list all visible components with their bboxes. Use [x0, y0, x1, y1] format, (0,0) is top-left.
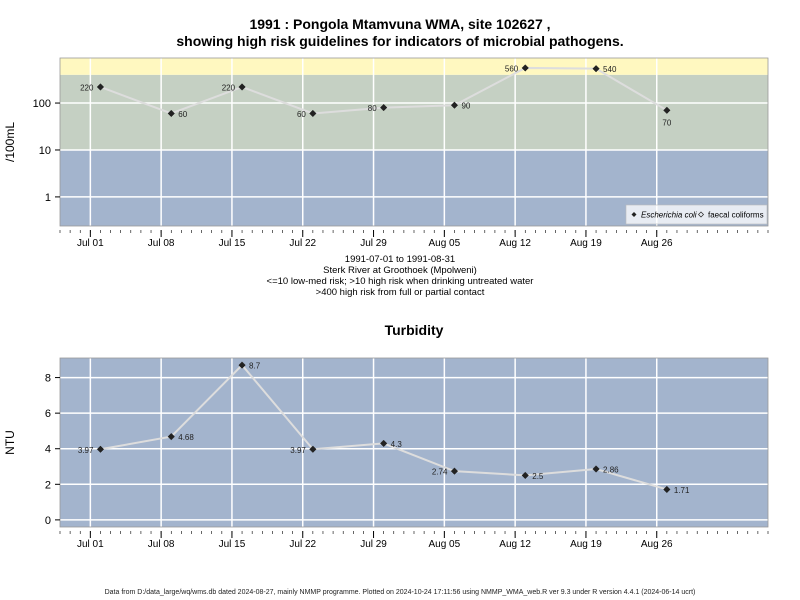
- x-tick-label: Aug 05: [428, 539, 460, 550]
- data-label: 3.97: [290, 446, 306, 455]
- data-point: [96, 445, 105, 453]
- y-tick-label: 2: [45, 479, 51, 491]
- x-tick-label: Jul 08: [148, 539, 175, 550]
- x-tick-label: Jul 08: [148, 238, 175, 249]
- data-label: 3.97: [78, 446, 94, 455]
- x-tick-label: Aug 19: [570, 238, 602, 249]
- y-axis-title: /100mL: [3, 122, 17, 162]
- x-tick-label: Aug 05: [428, 238, 460, 249]
- x-tick-label: Jul 15: [219, 238, 246, 249]
- data-label: 8.7: [249, 362, 261, 371]
- footer-note: Data from D:/data_large/wq/wms.db dated …: [104, 589, 696, 596]
- x-tick-label: Jul 01: [77, 238, 104, 249]
- data-label: 70: [662, 118, 671, 127]
- legend-box: [625, 204, 768, 225]
- data-point: [592, 465, 600, 473]
- data-point: [663, 106, 671, 114]
- data-label: 4.68: [178, 433, 194, 442]
- x-tick-label: Jul 22: [289, 238, 316, 249]
- data-label: 2.86: [603, 466, 619, 475]
- data-label: 560: [505, 64, 519, 73]
- data-label: 220: [222, 83, 236, 92]
- data-point: [309, 109, 317, 118]
- data-point: [450, 467, 459, 475]
- data-point: [167, 109, 175, 118]
- data-point: [167, 432, 175, 441]
- y-tick-label: 4: [45, 444, 51, 456]
- y-tick-label: 0: [45, 515, 51, 527]
- data-point: [592, 65, 600, 73]
- legend-marker-filled: [631, 212, 637, 217]
- x-tick-label: Aug 19: [570, 539, 602, 550]
- y-tick-label: 6: [45, 408, 51, 420]
- x-tick-label: Aug 26: [641, 238, 673, 249]
- site-name-text: Sterk River at Groothoek (Mpolweni): [323, 265, 477, 276]
- y-axis-title: NTU: [3, 430, 17, 455]
- data-point: [380, 103, 388, 112]
- y-tick-label: 8: [45, 373, 51, 385]
- chart-title-line-1: 1991 : Pongola Mtamvuna WMA, site 102627…: [249, 16, 551, 32]
- data-label: 540: [603, 65, 617, 74]
- data-label: 80: [368, 104, 377, 113]
- x-tick-label: Aug 12: [499, 539, 531, 550]
- legend-marker-open: [698, 211, 704, 218]
- risk-band-1: [60, 74, 768, 150]
- data-label: 60: [178, 110, 187, 119]
- date-range-text: 1991-07-01 to 1991-08-31: [344, 254, 456, 265]
- data-point: [521, 471, 529, 480]
- data-label: 90: [461, 102, 470, 111]
- data-point: [450, 101, 459, 109]
- plot-background: [60, 358, 768, 527]
- x-tick-label: Jul 01: [77, 539, 104, 550]
- x-tick-label: Aug 26: [641, 539, 673, 550]
- plot-frame: [59, 357, 769, 528]
- data-point: [238, 83, 246, 91]
- data-label: 2.74: [432, 468, 448, 477]
- y-tick-label: 10: [39, 145, 51, 157]
- x-tick-label: Aug 12: [499, 238, 531, 249]
- y-tick-label: 1: [45, 192, 51, 204]
- data-label: 60: [297, 110, 306, 119]
- data-point: [380, 439, 388, 448]
- data-label: 2.5: [532, 472, 544, 481]
- data-point: [309, 445, 317, 453]
- risk-band-2: [60, 58, 768, 75]
- data-point: [663, 485, 671, 494]
- risk-note-1: <=10 low-med risk; >10 high risk when dr…: [266, 276, 534, 287]
- data-point: [96, 83, 105, 91]
- data-label: 4.3: [391, 440, 403, 449]
- panel-title: Turbidity: [385, 322, 444, 338]
- data-point: [521, 64, 529, 72]
- risk-note-2: >400 high risk from full or partial cont…: [315, 287, 485, 298]
- y-tick-label: 100: [33, 98, 51, 110]
- data-label: 220: [80, 83, 94, 92]
- x-tick-label: Jul 22: [289, 539, 316, 550]
- plot-frame: [59, 57, 769, 227]
- data-point: [238, 361, 246, 369]
- x-tick-label: Jul 29: [360, 238, 387, 249]
- legend-label: Escherichia coli: [641, 211, 697, 220]
- x-tick-label: Jul 29: [360, 539, 387, 550]
- legend-label: faecal coliforms: [708, 211, 764, 220]
- data-label: 1.71: [674, 486, 690, 495]
- x-tick-label: Jul 15: [219, 539, 246, 550]
- chart-title-line-2: showing high risk guidelines for indicat…: [176, 33, 624, 49]
